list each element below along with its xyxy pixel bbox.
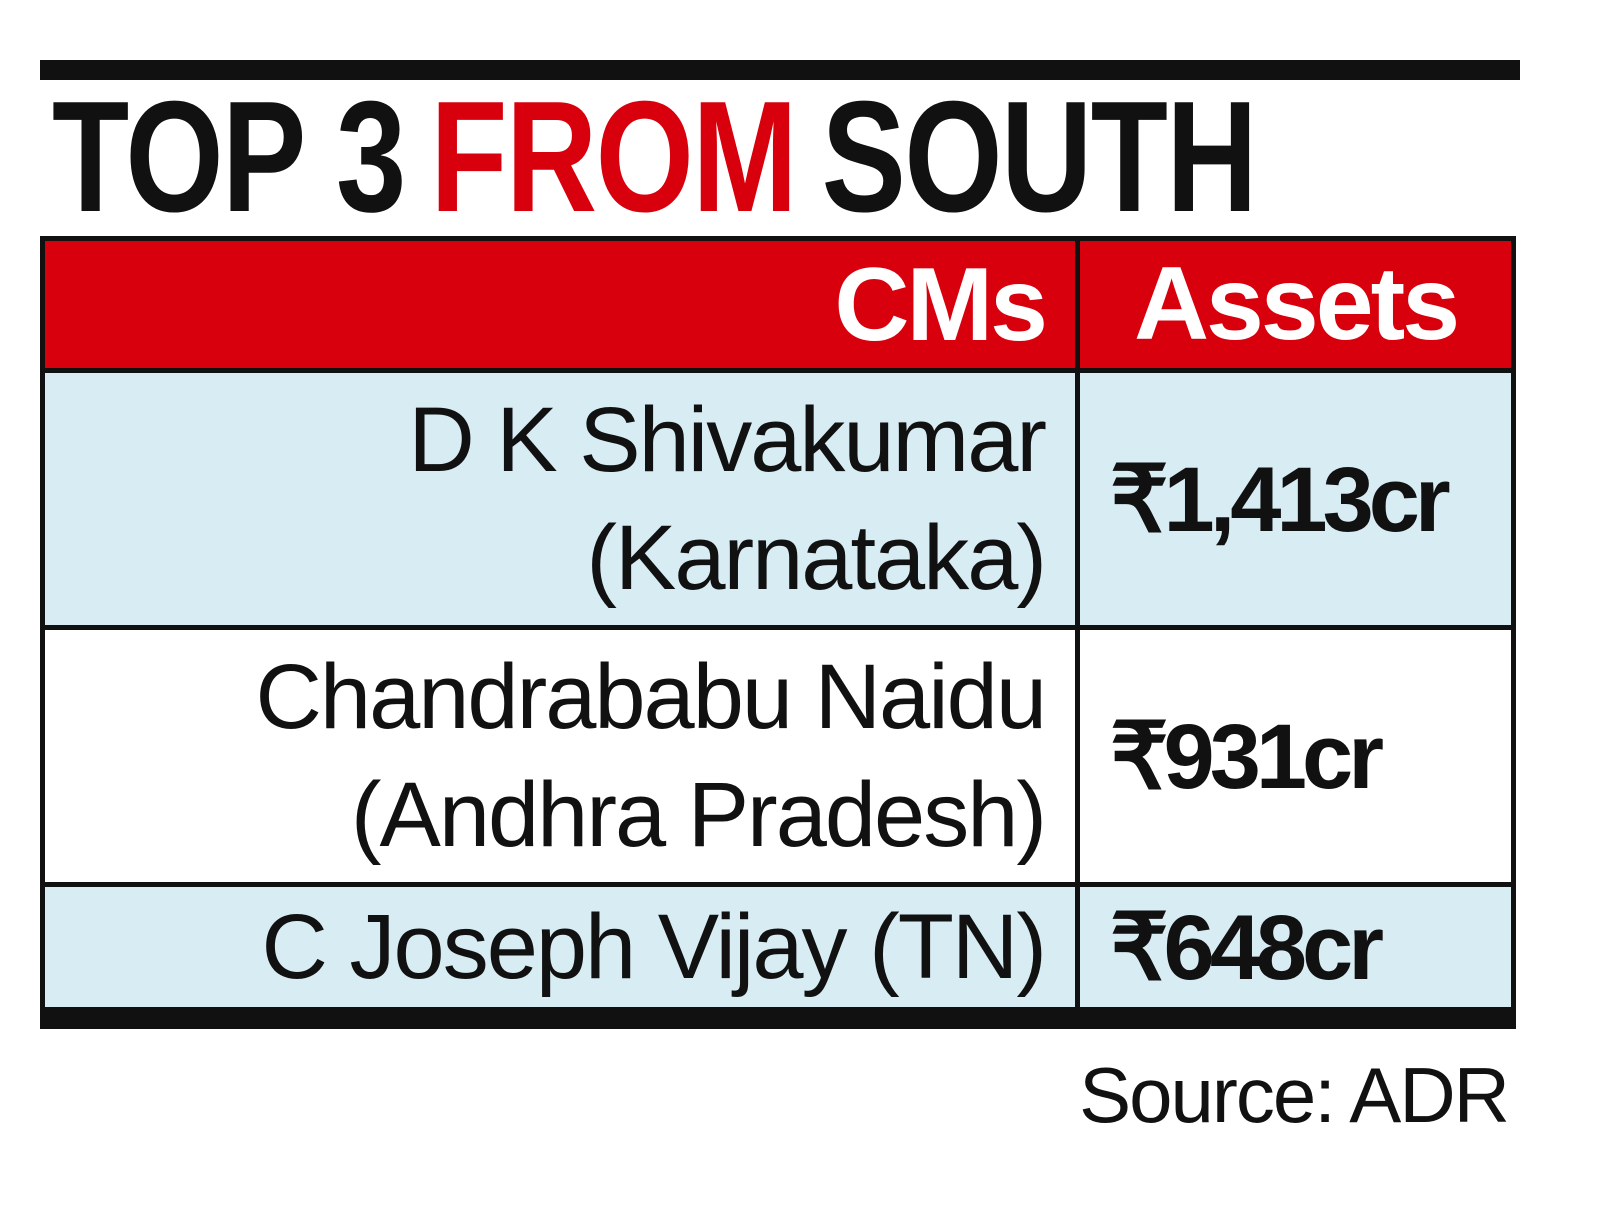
name-cell: C Joseph Vijay (TN) [40,882,1080,1029]
row: C Joseph Vijay (TN) ₹648cr [40,882,1516,1029]
name-line: C Joseph Vijay (TN) [261,896,1047,998]
header-cell: Assets [1075,236,1516,373]
header-row: CMs Assets [40,236,1516,373]
assets-table: CMs Assets D K Shivakumar (Karnataka) ₹1… [40,236,1516,1029]
title: TOP 3 FROM SOUTH [52,78,1282,236]
source: Source: ADR [1079,1051,1510,1139]
title-part: TOP 3 [52,69,406,245]
row: D K Shivakumar (Karnataka) ₹1,413cr [40,368,1516,630]
assets-cell: ₹1,413cr [1075,368,1516,630]
title-highlight: FROM [430,69,797,245]
header-cell: CMs [40,236,1080,373]
top-rule [40,60,1520,80]
name-line: (Andhra Pradesh) [350,764,1047,866]
name-line: D K Shivakumar [408,389,1047,491]
name-line: (Karnataka) [586,507,1047,609]
title-part: SOUTH [821,69,1258,245]
name-cell: Chandrababu Naidu (Andhra Pradesh) [40,625,1080,887]
name-cell: D K Shivakumar (Karnataka) [40,368,1080,630]
row: Chandrababu Naidu (Andhra Pradesh) ₹931c… [40,625,1516,887]
name-line: Chandrababu Naidu [255,646,1047,748]
assets-cell: ₹931cr [1075,625,1516,887]
assets-cell: ₹648cr [1075,882,1516,1029]
